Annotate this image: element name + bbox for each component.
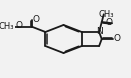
Text: O: O: [105, 18, 112, 27]
Text: N: N: [96, 27, 103, 36]
Text: O: O: [15, 21, 22, 30]
Text: O: O: [32, 15, 39, 24]
Text: CH₃: CH₃: [0, 22, 15, 31]
Text: CH₃: CH₃: [99, 10, 114, 19]
Text: O: O: [113, 34, 120, 43]
